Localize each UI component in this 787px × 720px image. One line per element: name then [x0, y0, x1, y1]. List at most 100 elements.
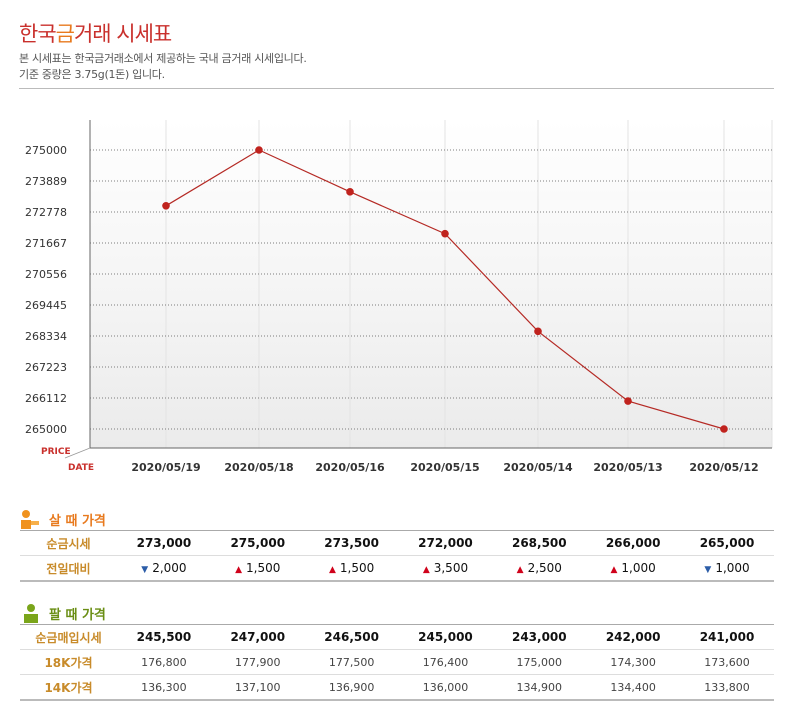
change-value: 1,000	[715, 561, 750, 575]
row-header: 14K가격	[20, 674, 117, 701]
table-cell: 175,000	[492, 649, 587, 675]
y-tick-label: 270556	[25, 268, 67, 281]
table-cell: 133,800	[680, 674, 774, 701]
table-cell: 245,500	[117, 624, 211, 650]
y-tick-label: 266112	[25, 392, 67, 405]
table-cell: 273,000	[117, 530, 211, 556]
table-cell: 266,000	[586, 530, 681, 556]
data-point	[255, 146, 263, 154]
up-arrow-icon: ▲	[422, 565, 430, 575]
page-title: 한국금거래 시세표	[19, 18, 172, 48]
buy-price-table: 순금시세 273,000 275,000 273,500 272,000 268…	[20, 530, 774, 582]
down-arrow-icon: ▼	[704, 565, 712, 575]
change-value: 3,500	[433, 561, 469, 575]
y-tick-label: 267223	[25, 361, 67, 374]
person-icon	[21, 510, 39, 529]
table-cell: ▲ 1,500	[210, 555, 305, 582]
change-value: 2,500	[527, 561, 562, 575]
header-divider	[19, 88, 774, 89]
x-tick-label: 2020/05/15	[410, 461, 479, 474]
x-tick-label: 2020/05/14	[503, 461, 573, 474]
data-point	[720, 425, 728, 433]
description-line-1: 본 시세표는 한국금거래소에서 제공하는 국내 금거래 시세입니다.	[19, 52, 307, 65]
axis-corner-line	[64, 447, 91, 459]
table-cell: 137,100	[210, 674, 305, 701]
y-tick-label: 272778	[25, 206, 67, 219]
y-tick-label: 268334	[25, 330, 67, 343]
table-row: 14K가격 136,300 137,100 136,900 136,000 13…	[20, 674, 774, 701]
table-cell: 272,000	[398, 530, 493, 556]
title-part-2: 금	[55, 22, 75, 46]
table-cell: 245,000	[398, 624, 493, 650]
change-value: 1,500	[339, 561, 375, 575]
up-arrow-icon: ▲	[610, 565, 618, 575]
table-row: 순금시세 273,000 275,000 273,500 272,000 268…	[20, 530, 774, 556]
data-point	[162, 202, 170, 210]
table-cell: 136,900	[304, 674, 399, 701]
buy-section-title: 살 때 가격	[49, 513, 106, 529]
up-arrow-icon: ▲	[328, 565, 336, 575]
table-cell: 176,800	[117, 649, 211, 675]
y-tick-label: 275000	[25, 144, 67, 157]
table-cell: 134,900	[492, 674, 587, 701]
table-cell: ▲ 3,500	[398, 555, 493, 582]
x-tick-label: 2020/05/12	[689, 461, 758, 474]
table-cell: ▼ 1,000	[680, 555, 774, 582]
table-cell: ▲ 2,500	[492, 555, 587, 582]
up-arrow-icon: ▲	[516, 565, 524, 575]
down-arrow-icon: ▼	[141, 565, 149, 575]
table-cell: 247,000	[210, 624, 305, 650]
table-cell: 177,900	[210, 649, 305, 675]
table-cell: 242,000	[586, 624, 681, 650]
table-cell: ▲ 1,500	[304, 555, 399, 582]
table-cell: 273,500	[304, 530, 399, 556]
y-axis-name: PRICE	[41, 447, 71, 457]
plot-area	[90, 120, 772, 448]
person-icon	[24, 604, 38, 623]
data-point	[534, 327, 542, 336]
table-row: 18K가격 176,800 177,900 177,500 176,400 17…	[20, 649, 774, 675]
sell-section-title: 팔 때 가격	[49, 607, 106, 623]
title-part-3: 거래 시세표	[73, 22, 172, 46]
y-tick-label: 271667	[25, 237, 67, 250]
price-line-chart: 275000 273889 272778 271667 270556 269445 2683…	[25, 120, 773, 474]
table-cell: 275,000	[210, 530, 305, 556]
title-part-1: 한국	[19, 22, 57, 46]
table-cell: 241,000	[680, 624, 774, 650]
x-tick-label: 2020/05/13	[593, 461, 662, 474]
y-tick-label: 273889	[25, 175, 67, 188]
x-tick-label: 2020/05/16	[315, 461, 385, 474]
x-tick-label: 2020/05/19	[131, 461, 200, 474]
table-cell: 176,400	[398, 649, 493, 675]
table-cell: 174,300	[586, 649, 681, 675]
table-cell: 243,000	[492, 624, 587, 650]
table-cell: 268,500	[492, 530, 587, 556]
description-line-2: 기준 중량은 3.75g(1돈) 입니다.	[19, 68, 165, 81]
data-point	[624, 397, 632, 405]
row-header: 순금매입시세	[20, 624, 117, 650]
change-value: 2,000	[152, 561, 187, 575]
up-arrow-icon: ▲	[235, 565, 243, 575]
sell-price-header: 팔 때 가격	[20, 602, 106, 624]
table-cell: 134,400	[586, 674, 681, 701]
row-header: 18K가격	[20, 649, 117, 675]
table-cell: 173,600	[680, 649, 774, 675]
table-cell: 136,300	[117, 674, 211, 701]
table-cell: 136,000	[398, 674, 493, 701]
table-cell: 246,500	[304, 624, 399, 650]
table-cell: ▼ 2,000	[117, 555, 211, 582]
x-axis-name: DATE	[68, 463, 94, 473]
row-header: 순금시세	[20, 530, 117, 556]
table-row: 순금매입시세 245,500 247,000 246,500 245,000 2…	[20, 624, 774, 650]
table-cell: ▲ 1,000	[586, 555, 681, 582]
y-tick-label: 269445	[25, 299, 67, 312]
data-point	[346, 188, 354, 196]
sell-price-table: 순금매입시세 245,500 247,000 246,500 245,000 2…	[20, 624, 774, 701]
row-header: 전일대비	[20, 555, 117, 582]
data-point	[441, 229, 449, 238]
x-tick-label: 2020/05/18	[224, 461, 293, 474]
y-tick-label: 265000	[25, 423, 67, 436]
change-value: 1,000	[621, 561, 656, 575]
buy-price-header: 살 때 가격	[20, 508, 106, 530]
table-cell: 177,500	[304, 649, 399, 675]
